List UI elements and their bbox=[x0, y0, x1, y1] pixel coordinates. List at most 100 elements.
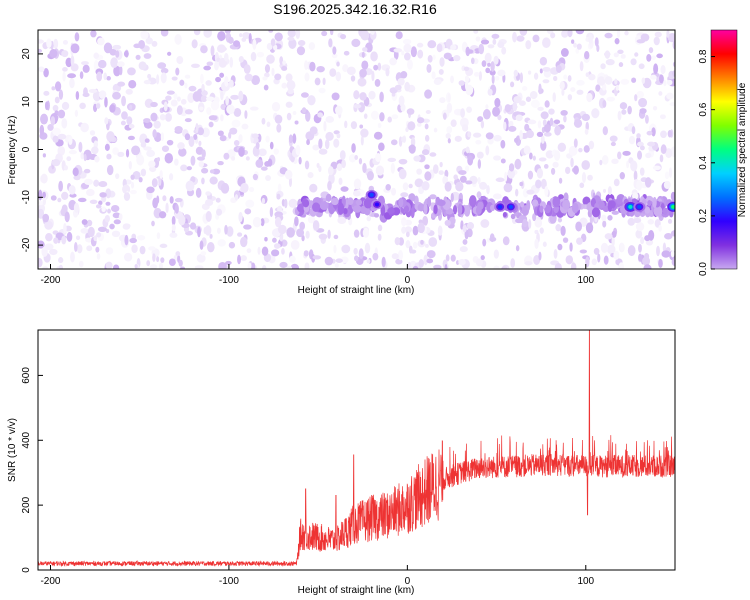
heatmap-cell bbox=[487, 88, 493, 96]
heatmap-cell bbox=[288, 134, 293, 144]
heatmap-cell bbox=[225, 95, 229, 106]
heatmap-cell bbox=[611, 158, 619, 164]
heatmap-cell bbox=[667, 33, 675, 43]
heatmap-cell bbox=[333, 130, 340, 135]
heatmap-cell bbox=[171, 215, 176, 226]
heatmap-cell bbox=[117, 151, 125, 157]
heatmap-cell bbox=[459, 246, 468, 253]
heatmap-cell bbox=[93, 52, 100, 59]
heatmap-cell bbox=[284, 169, 293, 180]
heatmap-cell bbox=[191, 39, 198, 49]
heatmap-cell bbox=[485, 67, 491, 74]
heatmap-cell bbox=[433, 264, 442, 269]
heatmap-cell bbox=[121, 111, 128, 120]
heatmap-cell bbox=[397, 249, 404, 261]
heatmap-cell bbox=[84, 178, 93, 185]
heatmap-cell bbox=[672, 70, 675, 77]
heatmap-cell bbox=[615, 84, 619, 91]
snr-panel: -200 -100 0 100 0 200 400 600 Height of straig… bbox=[7, 329, 676, 596]
heatmap-cell bbox=[193, 30, 201, 36]
heatmap-cell bbox=[274, 32, 283, 42]
heatmap-cell bbox=[402, 38, 412, 45]
heatmap-cell bbox=[237, 254, 241, 265]
heatmap-cell bbox=[377, 62, 382, 71]
heatmap-cell bbox=[62, 67, 68, 72]
heatmap-cell bbox=[126, 116, 133, 125]
heatmap-cell bbox=[124, 234, 129, 246]
heatmap-cell bbox=[145, 37, 153, 45]
heatmap-cell bbox=[621, 109, 627, 115]
heatmap-cell bbox=[548, 108, 555, 115]
heatmap-cell bbox=[150, 101, 158, 108]
heatmap-cell bbox=[431, 71, 436, 80]
y-tick-label: 0 bbox=[21, 567, 32, 573]
heatmap-cell bbox=[318, 87, 326, 94]
heatmap-cell bbox=[595, 84, 601, 92]
heatmap-cell bbox=[333, 244, 337, 254]
heatmap-cell bbox=[373, 213, 380, 218]
heatmap-cell bbox=[567, 75, 572, 82]
heatmap-cell bbox=[58, 180, 63, 192]
heatmap-cell bbox=[656, 245, 660, 257]
heatmap-cell bbox=[352, 190, 361, 197]
heatmap-cell bbox=[619, 242, 625, 253]
heatmap-cell bbox=[429, 152, 437, 157]
heatmap-cell bbox=[73, 175, 81, 181]
heatmap-cell bbox=[269, 141, 274, 150]
heatmap-cell bbox=[647, 141, 656, 147]
heatmap-cell bbox=[189, 222, 197, 230]
heatmap-cell bbox=[112, 212, 121, 219]
heatmap-cell bbox=[667, 218, 673, 224]
heatmap-cell bbox=[50, 195, 57, 201]
heatmap-cell bbox=[42, 198, 46, 206]
heatmap-cell bbox=[321, 30, 328, 37]
heatmap-cell bbox=[476, 191, 482, 199]
heatmap-cell bbox=[489, 69, 496, 76]
heatmap-cell bbox=[475, 258, 483, 267]
heatmap-cell bbox=[200, 251, 207, 256]
heatmap-cell bbox=[553, 119, 561, 125]
heatmap-cell bbox=[243, 224, 252, 230]
heatmap-cell bbox=[105, 201, 111, 206]
heatmap-cell bbox=[669, 102, 675, 107]
heatmap-cell bbox=[642, 256, 651, 266]
heatmap-cell bbox=[634, 52, 639, 57]
heatmap-cell bbox=[113, 65, 121, 77]
heatmap-cell bbox=[307, 95, 316, 106]
heatmap-cell bbox=[188, 85, 197, 92]
heatmap-cell bbox=[426, 63, 432, 73]
heatmap-cell bbox=[656, 53, 663, 59]
heatmap-cell bbox=[215, 76, 222, 83]
heatmap-cell bbox=[439, 161, 443, 168]
heatmap-cell bbox=[233, 107, 242, 117]
heatmap-cell bbox=[544, 186, 549, 197]
heatmap-cell bbox=[327, 180, 332, 191]
heatmap-cell bbox=[248, 186, 255, 193]
heatmap-cell bbox=[340, 34, 347, 40]
heatmap-cell bbox=[614, 78, 618, 85]
heatmap-cell bbox=[184, 109, 193, 115]
heatmap-cell bbox=[354, 255, 359, 262]
heatmap-cell bbox=[98, 59, 107, 69]
heatmap-cell bbox=[195, 187, 202, 198]
heatmap-cell bbox=[524, 261, 533, 266]
heatmap-cell bbox=[586, 92, 593, 103]
heatmap-cell bbox=[480, 39, 490, 45]
heatmap-cell bbox=[503, 183, 513, 193]
heatmap-cell bbox=[296, 46, 306, 56]
heatmap-cell bbox=[180, 98, 187, 105]
heatmap-cell bbox=[416, 122, 422, 127]
heatmap-cell bbox=[351, 38, 361, 48]
heatmap-cell bbox=[129, 104, 133, 110]
heatmap-cell bbox=[80, 228, 89, 234]
heatmap-cell bbox=[463, 66, 470, 71]
heatmap-cell bbox=[519, 129, 523, 141]
heatmap-cell bbox=[269, 206, 274, 218]
heatmap-cell bbox=[658, 224, 662, 232]
heatmap-cell bbox=[417, 49, 424, 59]
heatmap-cell bbox=[385, 67, 390, 77]
heatmap-cell bbox=[575, 30, 585, 35]
heatmap-cell bbox=[459, 175, 467, 183]
heatmap-cell bbox=[162, 195, 167, 202]
heatmap-cell bbox=[199, 106, 204, 111]
